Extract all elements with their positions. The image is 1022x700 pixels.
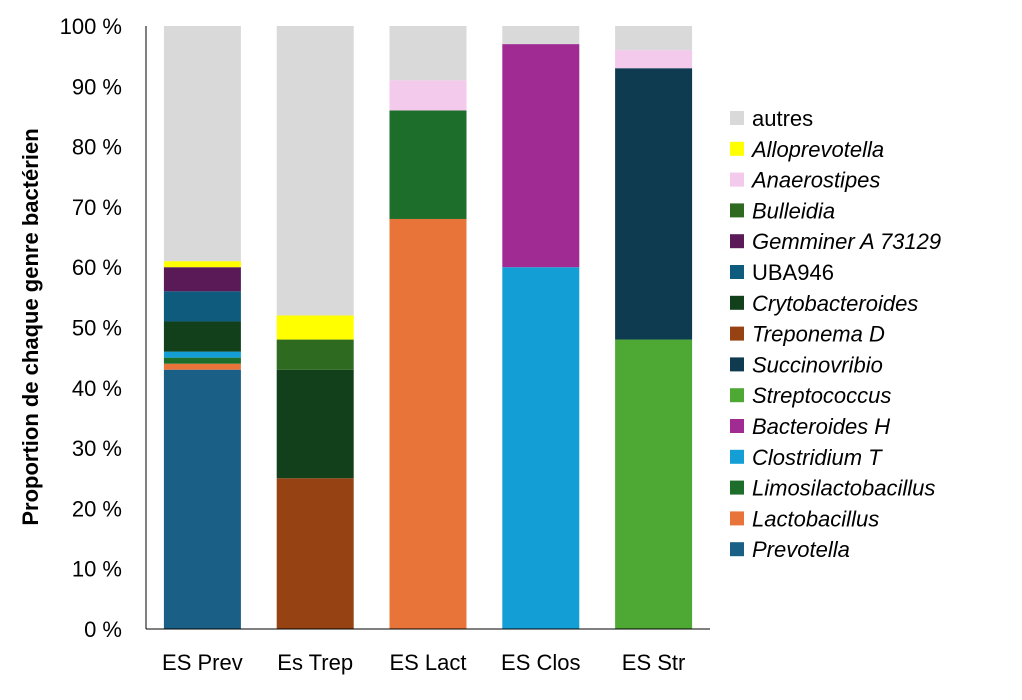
bar-segment [163,321,241,352]
bar-segment [163,261,241,268]
legend-label: Alloprevotella [750,137,884,162]
legend-swatch [730,357,744,372]
x-tick-label: Es Trep [277,650,353,675]
legend-swatch [730,388,744,403]
legend-swatch [730,111,744,125]
legend-label: Prevotella [752,537,850,562]
y-tick-label: 10 % [72,557,122,582]
bar-segment [163,363,241,370]
y-tick-label: 90 % [72,74,122,99]
legend-label: Clostridium T [752,445,883,470]
legend-label: Streptococcus [752,383,891,408]
bar-segment [276,339,354,370]
legend-label: Bulleidia [752,198,835,223]
legend-swatch [730,234,744,249]
legend-label: Succinovribio [752,352,883,377]
x-tick-label: ES Str [622,650,686,675]
bar-segment [276,26,354,316]
x-tick-label: ES Clos [501,650,580,675]
legend-label: Bacteroides H [752,414,890,439]
bars [163,26,693,629]
y-tick-labels: 0 % 10 % 20 % 30 % 40 % 50 % 60 % 70 % 80 % 90 % 1… [60,14,122,642]
y-tick-label: 50 % [72,316,122,341]
legend-label: Gemminer A 73129 [752,229,941,254]
bar-segment [163,291,241,322]
legend-swatch [730,203,744,218]
bar-segment [163,267,241,292]
legend-label: autres [752,106,813,131]
legend-swatch [730,449,744,464]
y-tick-label: 20 % [72,496,122,521]
bar-segment [163,26,241,262]
bar-segment [502,267,580,629]
bar-segment [276,478,354,629]
y-tick-label: 80 % [72,135,122,160]
bar-segment [276,369,354,479]
x-tick-label: ES Prev [162,650,243,675]
bar-segment [615,68,693,340]
legend-swatch [730,326,744,341]
x-tick-labels: ES Prev Es Trep ES Lact ES Clos ES Str [162,650,685,675]
legend-swatch [730,542,744,557]
bar-segment [502,26,580,45]
bar-segment [615,26,693,51]
y-tick-label: 30 % [72,436,122,461]
bar-segment [389,80,467,111]
legend-swatch [730,511,744,526]
legend-swatch [730,295,744,310]
legend-label: Treponema D [752,322,885,347]
bar-segment [163,369,241,629]
y-tick-label: 70 % [72,195,122,220]
legend-label: Crytobacteroides [752,291,918,316]
bar-segment [389,218,467,629]
y-tick-label: 60 % [72,255,122,280]
legend-swatch [730,419,744,433]
bar-segment [163,351,241,358]
legend-label: Anaerostipes [750,168,880,193]
legend-swatch [730,480,744,495]
bar-segment [389,26,467,81]
legend-label: UBA946 [752,260,834,285]
legend-swatch [730,141,744,156]
bar-segment [276,315,354,340]
bar-segment [615,50,693,69]
y-tick-label: 40 % [72,376,122,401]
y-tick-label: 0 % [84,617,122,642]
bar-segment [502,44,580,268]
y-tick-label: 100 % [60,14,122,39]
bar-segment [163,357,241,364]
legend-label: Limosilactobacillus [752,476,935,501]
legend-swatch [730,172,744,187]
legend: autres Alloprevotella Anaerostipes Bulleidi… [730,106,941,562]
x-tick-label: ES Lact [389,650,466,675]
bar-segment [615,339,693,629]
bar-segment [389,110,467,219]
legend-label: Lactobacillus [752,506,879,531]
y-axis-label: Proportion de chaque genre bactérien [18,128,43,525]
legend-swatch [730,265,744,279]
